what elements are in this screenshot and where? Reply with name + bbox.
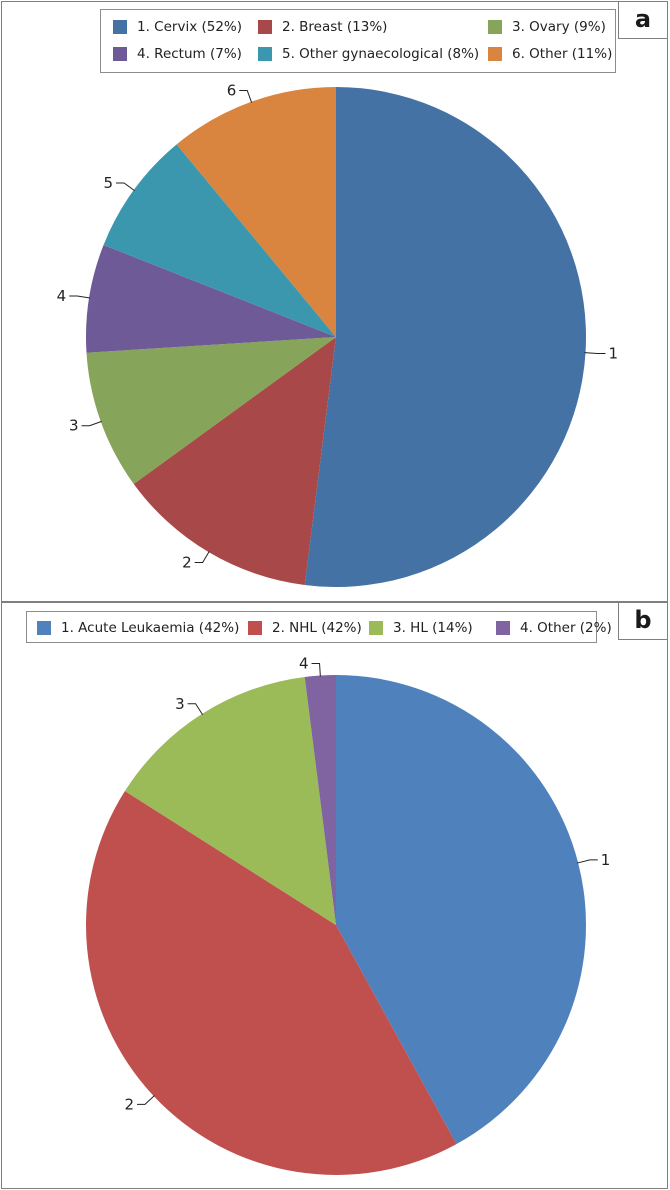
leader-line-1 (577, 859, 598, 864)
pie-slice-1 (336, 675, 586, 1145)
legend-swatch (488, 20, 502, 34)
legend-swatch (113, 47, 127, 61)
legend-swatch (37, 621, 51, 635)
slice-label-5: 5 (103, 174, 113, 192)
chart-panel-a: 1 2 3 4 5 6 1. Cervix (52%) 2. Breast (13%) 3. … (1, 1, 668, 602)
pie-slice-2 (86, 791, 457, 1175)
slice-label-2: 2 (124, 1095, 134, 1113)
leader-line-6 (239, 89, 253, 103)
legend-swatch (258, 47, 272, 61)
legend-label: 3. Ovary (9%) (512, 19, 606, 35)
legend-swatch (496, 621, 510, 635)
leader-line-2 (194, 551, 210, 564)
slice-label-2: 2 (182, 554, 192, 572)
panel-label-a: a (618, 1, 668, 39)
slice-label-4: 4 (57, 287, 67, 305)
legend-item: 1. Acute Leukaemia (42%) (37, 620, 239, 636)
slice-label-6: 6 (227, 81, 237, 99)
leader-line-4 (311, 663, 321, 677)
legend-swatch (488, 47, 502, 61)
slice-label-1: 1 (601, 851, 611, 869)
legend-label: 3. HL (14%) (393, 620, 473, 636)
legend-item: 5. Other gynaecological (8%) (258, 46, 479, 62)
legend-label: 1. Cervix (52%) (137, 19, 243, 35)
legend-label: 5. Other gynaecological (8%) (282, 46, 480, 62)
legend-label: 6. Other (11%) (512, 46, 613, 62)
pie-slice-4 (86, 244, 336, 353)
legend-swatch (248, 621, 262, 635)
legend-swatch (369, 621, 383, 635)
legend-item: 3. HL (14%) (369, 620, 473, 636)
legend-label: 1. Acute Leukaemia (42%) (61, 620, 240, 636)
legend-swatch (113, 20, 127, 34)
leader-line-3 (187, 703, 204, 716)
panel-label-b: b (618, 602, 668, 640)
leader-line-3 (81, 420, 102, 427)
pie-slice-3 (124, 676, 336, 925)
legend-item: 4. Rectum (7%) (113, 46, 242, 62)
chart-panel-b: 1 2 3 4 1. Acute Leukaemia (42%) 2. NHL (42%… (1, 602, 668, 1189)
slice-label-3: 3 (175, 695, 185, 713)
pie-slice-2 (133, 337, 336, 586)
leader-line-4 (69, 295, 91, 299)
leader-line-2 (137, 1095, 155, 1105)
legend-item: 2. NHL (42%) (248, 620, 362, 636)
slice-label-1: 1 (608, 344, 618, 362)
pie-slice-6 (176, 87, 336, 337)
legend-item: 1. Cervix (52%) (113, 19, 242, 35)
pie-slice-4 (304, 675, 336, 925)
legend-a: 1. Cervix (52%) 2. Breast (13%) 3. Ovary (… (100, 9, 616, 73)
legend-item: 6. Other (11%) (488, 46, 612, 62)
leader-line-5 (116, 182, 135, 192)
pie-slice-1 (304, 87, 586, 587)
legend-b: 1. Acute Leukaemia (42%) 2. NHL (42%) 3. H… (26, 611, 612, 643)
leader-line-1 (584, 352, 606, 354)
legend-label: 4. Rectum (7%) (137, 46, 242, 62)
legend-item: 3. Ovary (9%) (488, 19, 606, 35)
slice-label-4: 4 (299, 655, 309, 673)
pie-chart-a: 1 2 3 4 5 6 (57, 81, 618, 587)
legend-swatch (258, 20, 272, 34)
slice-label-3: 3 (69, 417, 79, 435)
legend-item: 4. Other (2%) (496, 620, 612, 636)
legend-label: 4. Other (2%) (520, 620, 612, 636)
pie-slice-5 (103, 144, 336, 337)
legend-label: 2. Breast (13%) (282, 19, 388, 35)
legend-item: 2. Breast (13%) (258, 19, 387, 35)
pie-chart-b: 1 2 3 4 (86, 655, 611, 1175)
pie-slice-3 (86, 337, 336, 484)
legend-label: 2. NHL (42%) (272, 620, 362, 636)
